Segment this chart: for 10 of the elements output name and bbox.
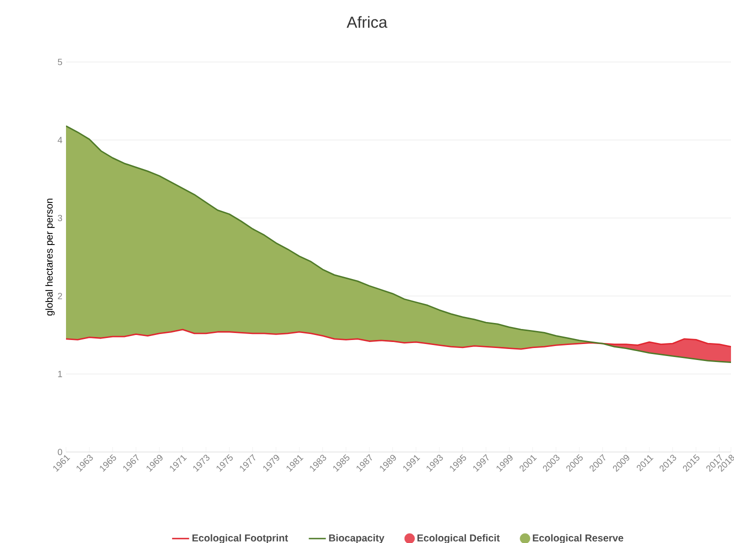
y-axis-title: global hectares per person bbox=[45, 198, 55, 316]
legend-label: Biocapacity bbox=[329, 534, 384, 543]
y-tick-label: 2 bbox=[58, 292, 62, 300]
y-tick-label: 4 bbox=[58, 136, 62, 144]
y-tick-label: 3 bbox=[58, 214, 62, 222]
y-tick-label: 5 bbox=[58, 58, 62, 66]
y-tick-label: 1 bbox=[58, 370, 62, 378]
line-series bbox=[66, 328, 732, 350]
chart-title: Africa bbox=[346, 16, 388, 28]
y-tick-label: 0 bbox=[58, 448, 62, 456]
